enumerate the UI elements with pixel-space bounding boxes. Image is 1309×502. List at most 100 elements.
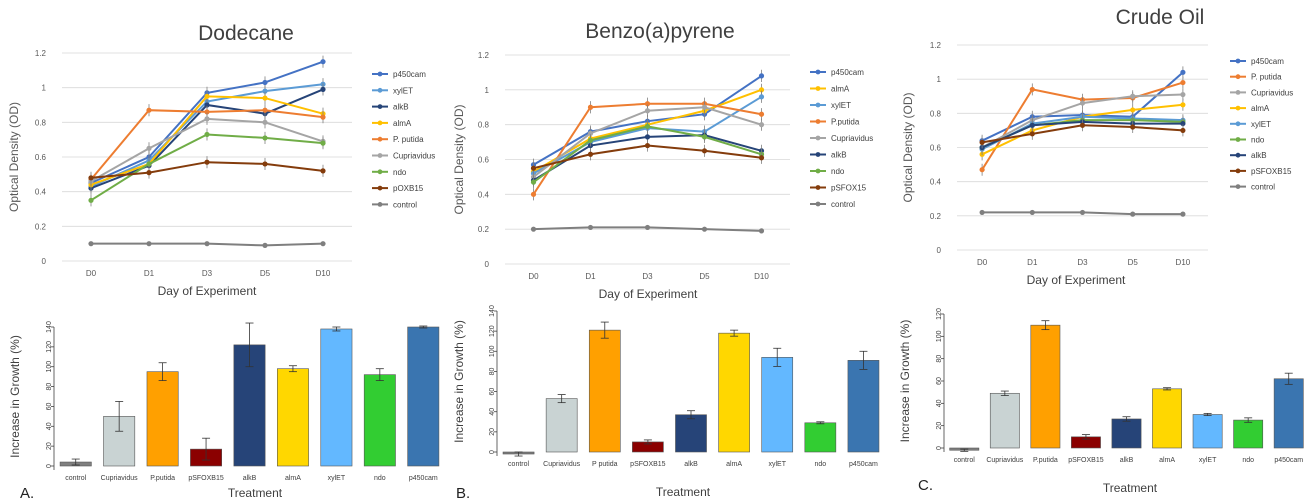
data-point	[587, 151, 594, 157]
legend-label: xylET	[393, 86, 413, 95]
panel-label-b: B.	[456, 485, 470, 502]
legend-label: Cupriavidus	[831, 134, 873, 143]
y-tick-label: 100	[46, 361, 53, 373]
y-tick-label: 20	[46, 442, 53, 450]
legend-marker	[1235, 90, 1241, 95]
legend-label: p450cam	[393, 70, 426, 79]
y-axis-label: Increase in Growth (%)	[452, 320, 466, 443]
bar-pputida	[588, 329, 621, 453]
data-point	[262, 135, 268, 141]
legend-marker	[815, 86, 821, 91]
y-tick-label: 1.2	[35, 49, 47, 58]
legend-marker	[1235, 58, 1241, 64]
bar-pputida	[1030, 324, 1061, 449]
legend-label: almA	[831, 85, 850, 94]
x-tick-label: P.putida	[150, 475, 175, 482]
data-point	[644, 142, 651, 149]
y-tick-label: 1.2	[930, 41, 942, 50]
bar-alma	[1152, 388, 1182, 449]
y-tick-label: 120	[46, 341, 53, 353]
x-tick-label: control	[65, 475, 86, 482]
legend-label: control	[831, 200, 855, 209]
data-point	[320, 59, 326, 65]
data-point	[758, 73, 765, 79]
legend-label: p450cam	[831, 68, 864, 77]
data-point	[146, 241, 152, 247]
x-tick-label: alkB	[684, 461, 698, 468]
data-point	[530, 226, 537, 232]
bar-alma	[277, 368, 309, 467]
data-point	[88, 175, 94, 181]
data-point	[530, 191, 537, 197]
x-tick-label: control	[954, 457, 975, 464]
x-tick-label: Cupriavidus	[543, 461, 580, 468]
data-point	[1079, 122, 1086, 128]
data-point	[204, 159, 210, 165]
y-axis-label: Optical Density (OD)	[7, 102, 21, 212]
legend-label: P. putida	[1251, 73, 1282, 82]
chart-title: Dodecane	[198, 22, 294, 45]
data-point	[320, 140, 326, 146]
legend-marker	[815, 168, 821, 174]
legend-label: pSFOX15	[831, 184, 867, 193]
x-tick-label: P.putida	[1033, 457, 1058, 464]
data-point	[262, 242, 268, 248]
data-point	[644, 134, 651, 140]
legend-marker	[815, 135, 821, 141]
y-tick-label: 80	[46, 383, 53, 391]
x-tick-label: p450cam	[1274, 457, 1303, 464]
y-tick-label: 0.8	[478, 121, 490, 130]
data-point	[644, 224, 651, 231]
y-axis-label: Optical Density (OD)	[452, 104, 466, 214]
data-point	[587, 130, 594, 136]
bar-pputida	[146, 371, 179, 467]
y-tick-label: 0	[42, 257, 47, 266]
x-tick-label: D0	[86, 269, 97, 278]
legend-marker	[815, 119, 821, 124]
data-point	[204, 116, 210, 122]
data-point	[262, 88, 268, 94]
data-point	[1029, 209, 1035, 216]
y-tick-label: 140	[489, 305, 496, 317]
y-axis-label: Increase in Growth (%)	[8, 335, 22, 458]
x-tick-label: D5	[699, 272, 710, 281]
bar-alma	[718, 332, 750, 453]
legend-marker	[1235, 184, 1241, 190]
legend-label: Cupriavidus	[1251, 88, 1293, 97]
data-point	[587, 104, 594, 110]
legend-marker	[377, 120, 383, 126]
legend-label: alkB	[393, 103, 409, 112]
data-point	[1130, 93, 1136, 99]
legend-marker	[1235, 152, 1241, 158]
data-point	[758, 228, 765, 234]
data-point	[530, 165, 537, 171]
y-axis-label: Increase in Growth (%)	[898, 320, 912, 443]
data-point	[758, 87, 765, 93]
y-tick-label: 0.6	[478, 156, 490, 165]
x-tick-label: xylET	[1199, 457, 1217, 464]
y-tick-label: 60	[489, 388, 496, 396]
y-tick-label: 80	[489, 367, 496, 375]
data-point	[979, 209, 985, 216]
bar-p450cam	[847, 360, 880, 453]
data-point	[262, 79, 268, 86]
data-point	[262, 119, 268, 125]
x-tick-label: p450cam	[849, 461, 878, 468]
data-point	[701, 134, 708, 140]
x-axis-label: Treatment	[656, 485, 711, 499]
y-tick-label: 0.8	[35, 118, 47, 127]
x-tick-label: D1	[144, 269, 155, 278]
data-point	[530, 179, 537, 185]
data-point	[1180, 69, 1186, 75]
x-axis-label: Day of Experiment	[1027, 273, 1126, 287]
legend-label: almA	[1251, 104, 1270, 113]
data-point	[587, 224, 594, 231]
y-tick-label: 1.2	[478, 51, 490, 60]
data-point	[320, 86, 326, 92]
y-tick-label: 40	[936, 399, 943, 407]
data-point	[88, 241, 94, 247]
bar-ndo	[363, 374, 396, 467]
legend-label: almA	[393, 119, 412, 128]
y-axis-label: Optical Density (OD)	[901, 92, 915, 202]
